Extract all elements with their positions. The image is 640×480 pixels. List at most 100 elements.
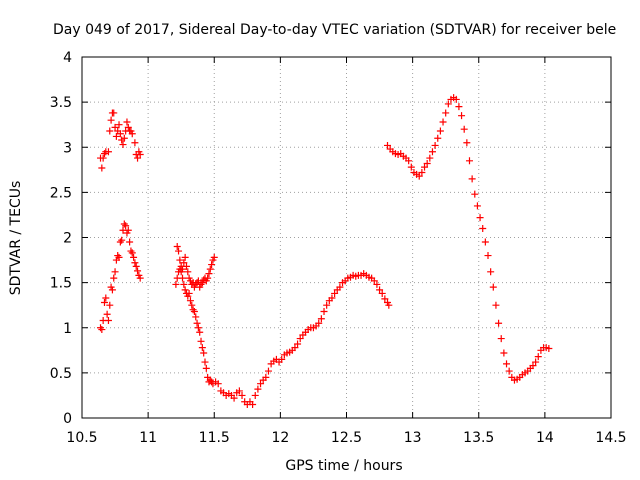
data-point [116, 238, 124, 246]
y-tick-label: 0.5 [50, 366, 72, 382]
data-point [131, 139, 139, 147]
data-point [134, 267, 142, 275]
data-point [489, 283, 497, 291]
y-tick-label: 4 [63, 50, 72, 66]
data-point [291, 344, 299, 352]
data-point [112, 132, 120, 140]
data-point [127, 247, 135, 255]
x-tick-label: 11.5 [199, 430, 230, 446]
data-point [442, 109, 450, 117]
data-point [431, 141, 439, 149]
data-point [534, 353, 542, 361]
data-point [180, 280, 188, 288]
data-point [378, 289, 386, 297]
data-point [383, 141, 391, 149]
y-tick-label: 2.5 [50, 185, 72, 201]
x-axis-label: GPS time / hours [285, 458, 402, 474]
data-point [206, 265, 214, 273]
data-point [460, 125, 468, 133]
data-point [421, 163, 429, 171]
data-point [294, 340, 302, 348]
y-tick-label: 3 [63, 140, 72, 156]
data-point [254, 385, 262, 393]
data-point [111, 123, 119, 131]
data-point [468, 175, 476, 183]
x-tick-label: 13 [404, 430, 422, 446]
data-point [128, 249, 136, 257]
data-point [296, 335, 304, 343]
y-tick-labels: 0 0.5 1 1.5 2 2.5 3 3.5 4 [50, 50, 72, 427]
data-point [418, 169, 426, 177]
data-point [484, 252, 492, 260]
data-point [463, 139, 471, 147]
data-point [428, 148, 436, 156]
data-point [262, 373, 270, 381]
data-point [197, 337, 205, 345]
data-point [249, 400, 257, 408]
x-tick-label: 14 [536, 430, 554, 446]
data-point [120, 134, 128, 142]
x-tick-label: 11 [139, 430, 157, 446]
data-point [423, 159, 431, 167]
data-point [186, 297, 194, 305]
data-point [336, 283, 344, 291]
data-point [257, 380, 265, 388]
data-points [97, 94, 553, 408]
data-point [104, 148, 112, 156]
data-point [235, 387, 243, 395]
data-point [202, 364, 210, 372]
data-point [119, 141, 127, 149]
data-point [208, 261, 216, 269]
series-2 [97, 220, 144, 334]
data-point [106, 127, 114, 135]
data-point [120, 220, 128, 228]
x-tick-label: 10.5 [66, 430, 97, 446]
data-point [172, 280, 180, 288]
data-point [126, 238, 134, 246]
data-point [405, 157, 413, 165]
data-point [99, 154, 107, 162]
data-point [532, 358, 540, 366]
data-point [173, 243, 181, 251]
data-point [122, 222, 130, 230]
data-point [500, 349, 508, 357]
data-point [481, 238, 489, 246]
series-3 [173, 243, 218, 291]
y-tick-label: 3.5 [50, 95, 72, 111]
y-tick-label: 0 [63, 411, 72, 427]
data-point [436, 127, 444, 135]
data-point [505, 367, 513, 375]
data-point [98, 326, 106, 334]
series-4 [172, 262, 393, 408]
data-point [331, 289, 339, 297]
data-point [179, 265, 187, 273]
data-point [317, 315, 325, 323]
data-point [479, 224, 487, 232]
data-point [176, 256, 184, 264]
data-point [175, 247, 183, 255]
data-point [492, 301, 500, 309]
data-point [114, 252, 122, 260]
data-point [123, 118, 131, 126]
data-point [473, 202, 481, 210]
data-point [124, 123, 132, 131]
data-point [115, 253, 123, 261]
data-point [118, 236, 126, 244]
data-point [381, 295, 389, 303]
data-point [205, 270, 213, 278]
series-1 [97, 109, 144, 172]
data-point [476, 214, 484, 222]
data-point [529, 362, 537, 370]
data-point [455, 103, 463, 111]
data-point [131, 259, 139, 267]
data-point [385, 301, 393, 309]
data-point [495, 319, 503, 327]
data-point [110, 109, 118, 117]
data-point [111, 268, 119, 276]
data-point [214, 380, 222, 388]
data-point [116, 130, 124, 138]
data-point [115, 121, 123, 129]
data-point [452, 95, 460, 103]
data-point [124, 226, 132, 234]
